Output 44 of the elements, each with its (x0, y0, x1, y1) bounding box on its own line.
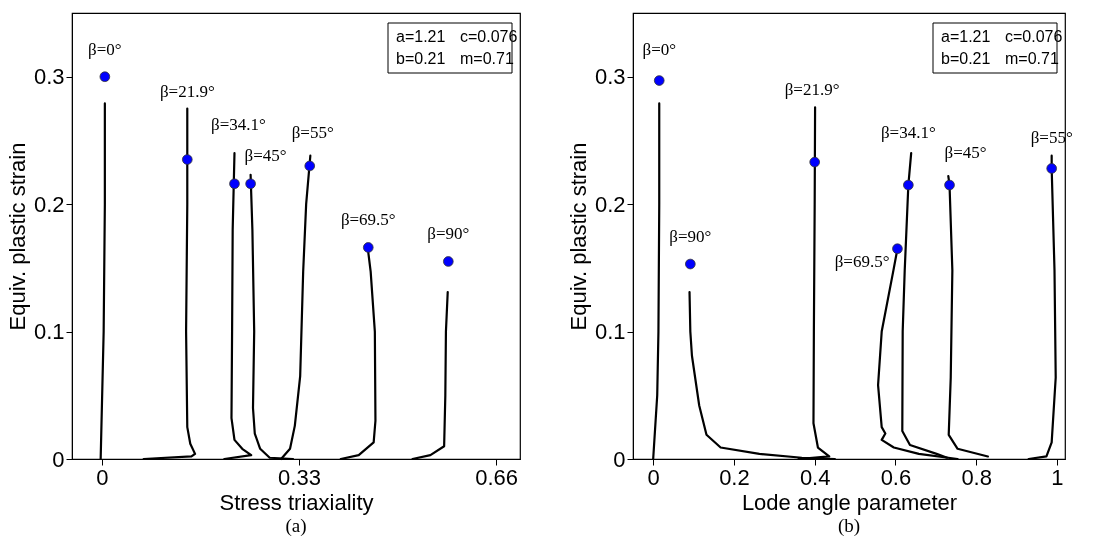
y-tick-label: 0 (613, 446, 626, 472)
annotation: a=1.21 (941, 28, 991, 45)
annotation: m=0.71 (460, 50, 514, 67)
annotation: β=69.5° (834, 251, 890, 271)
x-tick-label: 0 (96, 464, 109, 490)
annotation: β=69.5° (340, 210, 396, 230)
y-axis-title: Equiv. plastic strain (565, 142, 591, 331)
y-tick-label: 0.2 (594, 191, 626, 217)
annotation: β=90° (669, 227, 712, 247)
text: (b) (837, 515, 861, 537)
x-tick-label: 0.4 (799, 464, 831, 490)
annotation: c=0.076 (460, 28, 518, 45)
annotation: β=34.1° (211, 114, 266, 134)
y-axis-title: Equiv. plastic strain (4, 142, 30, 331)
y-tick-label: 0.3 (594, 64, 626, 90)
annotation: β=90° (427, 224, 470, 244)
annotation: b=0.21 (396, 50, 446, 67)
annotation: β=45° (944, 143, 987, 163)
annotation: β=21.9° (784, 80, 840, 100)
y-tick-label: 0 (52, 446, 65, 472)
annotation: b=0.21 (941, 50, 991, 67)
annotation: β=45° (244, 145, 287, 165)
y-tick-label: 0.3 (33, 64, 65, 90)
annotation: β=55° (291, 122, 334, 142)
x-axis-title: Lode angle parameter (741, 489, 958, 515)
x-tick-label: 0.33 (278, 464, 321, 490)
x-tick-label: 1 (1051, 464, 1064, 490)
annotation: β=0° (88, 39, 122, 59)
x-tick-label: 0.8 (961, 464, 992, 490)
x-axis-title: Stress triaxiality (219, 489, 374, 515)
annotation: a=1.21 (396, 28, 446, 45)
annotation: β=21.9° (159, 81, 215, 101)
y-tick-label: 0.1 (594, 319, 626, 345)
x-tick-label: 0 (647, 464, 660, 490)
x-tick-label: 0.66 (475, 464, 519, 490)
text: (a) (285, 515, 307, 537)
x-tick-label: 0.6 (880, 464, 912, 490)
x-tick-label: 0.2 (719, 464, 750, 490)
annotation: m=0.71 (1005, 50, 1059, 67)
annotation: β=34.1° (880, 123, 936, 143)
y-tick-label: 0.1 (33, 319, 65, 345)
annotation: c=0.076 (1005, 28, 1063, 45)
annotation: β=0° (642, 39, 677, 59)
y-tick-label: 0.2 (33, 191, 65, 217)
